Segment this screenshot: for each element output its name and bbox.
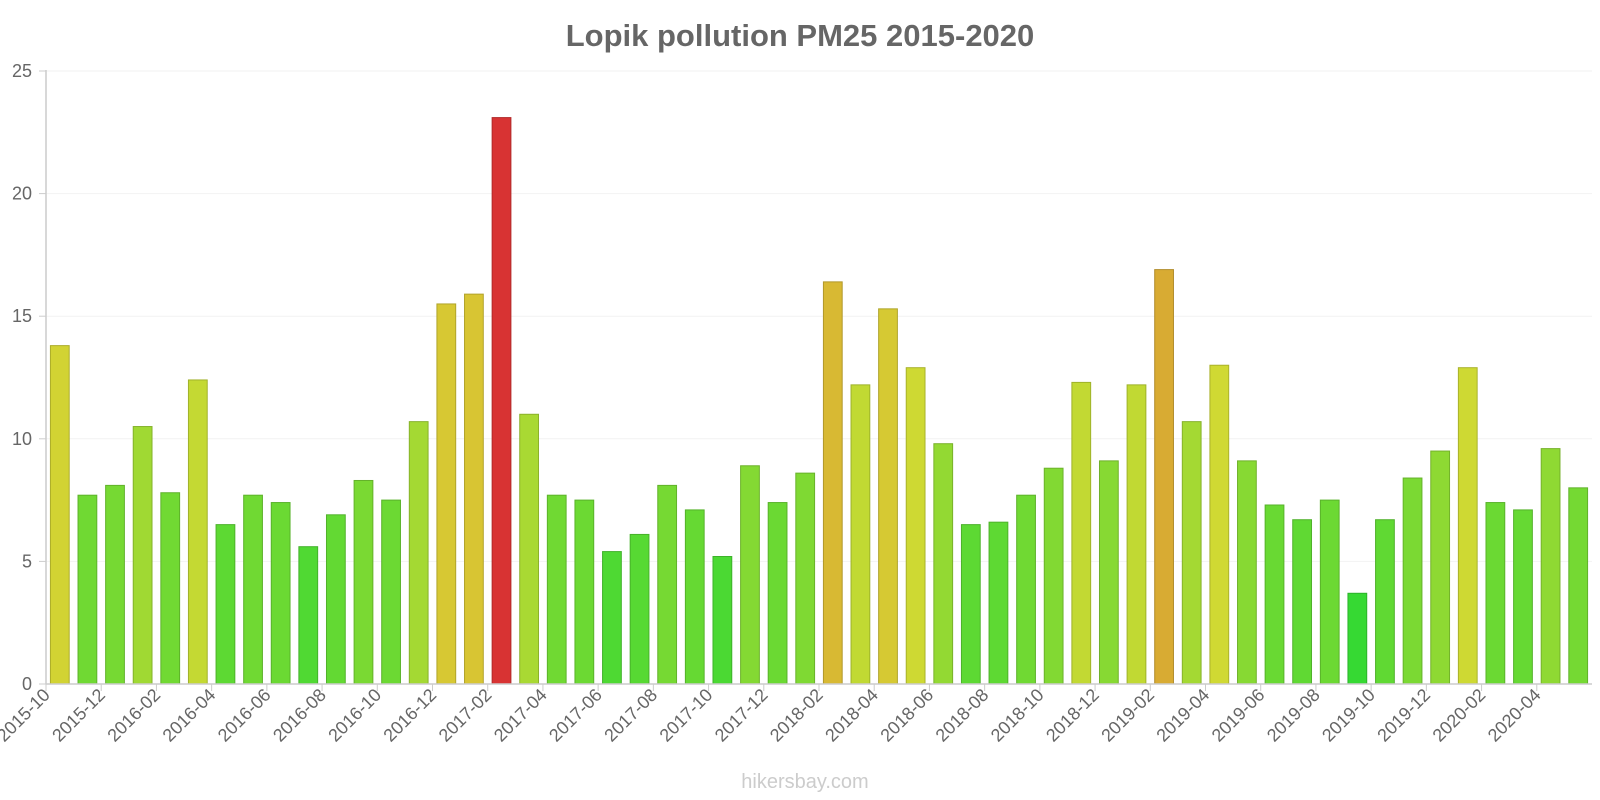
bar-2019-09[interactable]	[1347, 592, 1368, 685]
bar-2016-02[interactable]	[160, 492, 181, 685]
x-tick-label-2016-10: 2016-10	[324, 685, 385, 746]
bar-2016-04[interactable]	[215, 524, 236, 685]
y-tick-label-10: 10	[12, 429, 32, 449]
bar-2019-06[interactable]	[1264, 504, 1285, 685]
bar-2018-07[interactable]	[960, 524, 981, 685]
bar-2016-01[interactable]	[132, 426, 153, 685]
bar-2018-02[interactable]	[822, 281, 843, 685]
x-tick-label-2017-06: 2017-06	[545, 685, 606, 746]
x-tick-label-2018-02: 2018-02	[766, 685, 827, 746]
bar-2017-06[interactable]	[602, 551, 622, 685]
x-tick-label-2019-04: 2019-04	[1152, 685, 1213, 746]
bar-2019-04[interactable]	[1209, 364, 1230, 685]
bar-2019-08[interactable]	[1319, 499, 1340, 685]
bar-2019-02[interactable]	[1154, 269, 1174, 685]
bar-2020-02[interactable]	[1485, 502, 1506, 685]
axes	[45, 70, 1592, 691]
bar-2017-04[interactable]	[546, 494, 567, 685]
bar-2020-04[interactable]	[1540, 448, 1561, 685]
x-tick-label-2018-10: 2018-10	[987, 685, 1048, 746]
x-tick-label-2019-12: 2019-12	[1373, 685, 1434, 746]
x-tick-label-2018-04: 2018-04	[821, 685, 882, 746]
bar-2017-08[interactable]	[657, 484, 678, 685]
y-tick-label-25: 25	[12, 61, 32, 81]
bar-2016-03[interactable]	[187, 379, 208, 685]
bar-2016-07[interactable]	[298, 546, 319, 685]
bar-2017-12[interactable]	[767, 502, 788, 685]
bar-2017-02[interactable]	[491, 117, 512, 685]
x-tick-label-2018-12: 2018-12	[1042, 685, 1103, 746]
x-tick-label-2017-12: 2017-12	[711, 685, 772, 746]
bar-2015-10[interactable]	[49, 345, 70, 685]
x-tick-label-2016-12: 2016-12	[379, 685, 440, 746]
x-tick-label-2018-08: 2018-08	[932, 685, 993, 746]
bar-2016-11[interactable]	[408, 421, 429, 685]
bar-2020-03[interactable]	[1513, 509, 1533, 685]
x-tick-label-2019-08: 2019-08	[1263, 685, 1324, 746]
watermark-text: hikersbay.com	[741, 771, 868, 793]
y-tick-label-5: 5	[22, 551, 32, 571]
bar-2016-10[interactable]	[381, 499, 401, 685]
x-tick-label-2016-02: 2016-02	[103, 685, 164, 746]
y-tick-label-20: 20	[12, 184, 32, 204]
bar-2016-09[interactable]	[353, 479, 374, 685]
bars	[49, 117, 1589, 685]
bar-2017-01[interactable]	[464, 293, 484, 685]
bar-2018-05[interactable]	[905, 367, 926, 685]
bar-2017-05[interactable]	[574, 499, 595, 685]
bar-2019-05[interactable]	[1237, 460, 1257, 685]
bar-2018-09[interactable]	[1016, 494, 1036, 685]
bar-2018-06[interactable]	[933, 443, 954, 685]
bar-2017-11[interactable]	[740, 465, 760, 685]
bar-2016-08[interactable]	[325, 514, 346, 685]
bar-2019-12[interactable]	[1430, 450, 1451, 685]
bar-2019-01[interactable]	[1126, 384, 1147, 685]
x-tick-label-2017-08: 2017-08	[600, 685, 661, 746]
x-tick-label-2015-12: 2015-12	[48, 685, 109, 746]
bar-2017-10[interactable]	[712, 556, 733, 685]
bar-2020-05[interactable]	[1568, 487, 1589, 685]
x-tick-label-2016-04: 2016-04	[159, 685, 220, 746]
x-tick-label-2017-02: 2017-02	[435, 685, 496, 746]
y-tick-label-0: 0	[22, 674, 32, 694]
bar-2018-01[interactable]	[795, 472, 816, 685]
x-tick-label-2016-06: 2016-06	[214, 685, 275, 746]
x-tick-label-2020-02: 2020-02	[1429, 685, 1490, 746]
bar-2017-07[interactable]	[629, 533, 650, 685]
y-tick-label-15: 15	[12, 306, 32, 326]
x-tick-label-2019-02: 2019-02	[1097, 685, 1158, 746]
x-tick-label-2019-10: 2019-10	[1318, 685, 1379, 746]
bar-2018-11[interactable]	[1071, 381, 1092, 685]
bar-2019-07[interactable]	[1292, 519, 1313, 685]
bar-2019-10[interactable]	[1375, 519, 1395, 685]
bar-2018-08[interactable]	[988, 521, 1009, 685]
bar-2018-12[interactable]	[1098, 460, 1119, 685]
x-tick-label-2018-06: 2018-06	[876, 685, 937, 746]
bar-2018-04[interactable]	[878, 308, 898, 685]
chart-title: Lopik pollution PM25 2015-2020	[566, 18, 1035, 53]
bar-2019-11[interactable]	[1402, 477, 1423, 685]
bar-2016-05[interactable]	[243, 494, 263, 685]
bar-2018-03[interactable]	[850, 384, 871, 685]
y-tick-labels: 0 5 10 15 20 25	[12, 61, 32, 694]
bar-2020-01[interactable]	[1457, 367, 1478, 685]
bar-2017-03[interactable]	[519, 413, 540, 685]
bar-2016-12[interactable]	[436, 303, 457, 685]
bar-2018-10[interactable]	[1043, 467, 1064, 685]
bar-2017-09[interactable]	[684, 509, 705, 685]
bar-2015-12[interactable]	[105, 484, 125, 685]
x-tick-label-2017-10: 2017-10	[656, 685, 717, 746]
x-tick-label-2016-08: 2016-08	[269, 685, 330, 746]
bar-2015-11[interactable]	[77, 494, 98, 685]
bar-2016-06[interactable]	[270, 502, 291, 685]
x-tick-label-2020-04: 2020-04	[1484, 685, 1545, 746]
bar-2019-03[interactable]	[1181, 421, 1202, 685]
x-tick-labels: 2015-102015-122016-022016-042016-062016-…	[0, 685, 1545, 746]
x-tick-label-2019-06: 2019-06	[1208, 685, 1269, 746]
x-tick-label-2017-04: 2017-04	[490, 685, 551, 746]
